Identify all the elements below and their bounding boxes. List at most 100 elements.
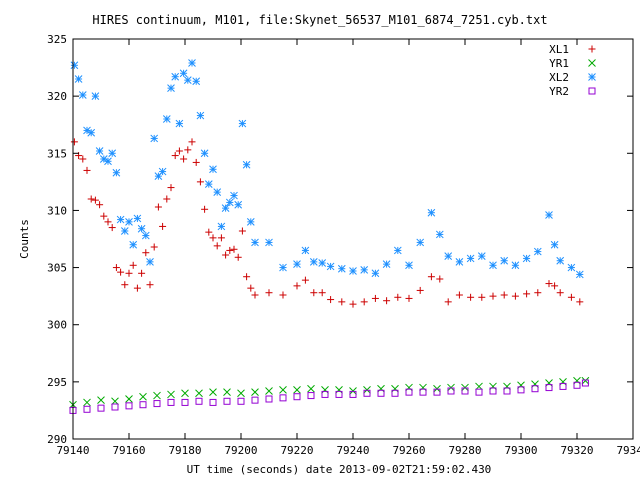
data-point-xl1 xyxy=(455,291,463,299)
data-point-xl2 xyxy=(575,270,584,279)
data-point-xl2 xyxy=(545,211,553,219)
data-point-xl2 xyxy=(455,258,464,266)
data-point-yr2 xyxy=(475,388,483,396)
data-point-xl2 xyxy=(221,204,230,212)
data-point-yr1 xyxy=(405,383,413,392)
data-point-yr1 xyxy=(97,396,105,404)
data-point-xl2 xyxy=(550,240,559,249)
data-point-xl1 xyxy=(91,196,99,204)
data-point-xl2 xyxy=(360,266,369,274)
legend-label-yr1: YR1 xyxy=(549,57,569,70)
y-tick-label: 325 xyxy=(47,33,67,46)
data-point-xl2 xyxy=(309,258,318,266)
data-point-xl1 xyxy=(478,293,486,301)
data-point-yr2 xyxy=(223,397,231,405)
data-point-yr1 xyxy=(209,388,217,396)
data-point-xl1 xyxy=(327,296,335,304)
data-point-xl1 xyxy=(293,282,301,290)
data-point-xl1 xyxy=(251,291,259,299)
data-point-xl1 xyxy=(371,294,379,302)
data-point-xl2 xyxy=(108,149,117,158)
y-axis-label: Counts xyxy=(18,219,31,259)
data-point-yr2 xyxy=(307,392,315,400)
data-point-xl1 xyxy=(338,298,346,306)
data-point-xl2 xyxy=(141,231,150,240)
data-point-xl1 xyxy=(138,269,146,277)
data-point-xl1 xyxy=(467,293,475,301)
data-point-xl1 xyxy=(154,203,162,211)
data-point-yr1 xyxy=(83,398,91,407)
data-point-xl2 xyxy=(533,247,542,256)
data-point-yr1 xyxy=(573,376,581,385)
data-point-xl1 xyxy=(125,269,133,277)
data-point-xl1 xyxy=(444,298,452,306)
data-point-xl1 xyxy=(265,289,273,297)
y-tick-label: 300 xyxy=(47,319,67,332)
data-point-xl1 xyxy=(87,195,95,203)
data-point-yr1 xyxy=(153,391,161,400)
data-point-xl1 xyxy=(349,300,357,308)
data-point-yr1 xyxy=(251,388,259,396)
series-yr2 xyxy=(69,379,589,414)
data-point-xl1 xyxy=(205,228,213,236)
data-point-xl1 xyxy=(545,280,553,288)
y-tick-label: 315 xyxy=(47,147,67,160)
data-point-xl2 xyxy=(78,91,87,99)
data-point-xl2 xyxy=(556,256,565,265)
data-point-xl2 xyxy=(326,262,335,271)
data-point-xl1 xyxy=(551,282,559,290)
data-point-yr2 xyxy=(251,396,259,404)
data-point-xl1 xyxy=(83,166,91,174)
data-point-xl1 xyxy=(70,138,78,146)
data-point-xl2 xyxy=(477,252,486,260)
data-point-xl1 xyxy=(209,234,217,242)
data-point-yr2 xyxy=(545,384,553,392)
y-tick-label: 290 xyxy=(47,433,67,446)
x-tick-label: 79140 xyxy=(56,444,89,457)
legend-marker-xl2 xyxy=(588,73,596,81)
data-point-yr1 xyxy=(181,389,189,398)
data-point-xl2 xyxy=(133,214,142,223)
data-point-xl2 xyxy=(120,227,129,235)
data-point-xl2 xyxy=(371,269,380,278)
data-point-xl1 xyxy=(104,218,112,226)
data-point-xl2 xyxy=(382,260,391,268)
data-point-xl1 xyxy=(117,268,125,276)
data-point-yr2 xyxy=(503,387,511,395)
data-point-xl1 xyxy=(112,264,120,272)
series-xl1 xyxy=(70,138,584,308)
x-tick-label: 79300 xyxy=(504,444,537,457)
data-point-xl2 xyxy=(217,222,226,231)
data-point-xl2 xyxy=(511,261,520,270)
data-point-xl2 xyxy=(162,115,171,123)
data-point-xl1 xyxy=(567,293,575,301)
data-point-xl2 xyxy=(74,75,83,83)
data-point-yr2 xyxy=(139,401,147,409)
data-point-xl2 xyxy=(242,160,251,169)
data-point-yr1 xyxy=(293,386,301,394)
data-point-yr1 xyxy=(307,384,315,393)
data-point-xl2 xyxy=(70,61,79,70)
data-point-xl2 xyxy=(129,240,138,249)
data-point-yr1 xyxy=(321,386,329,394)
data-point-yr2 xyxy=(419,388,427,396)
data-point-yr2 xyxy=(461,387,469,395)
data-point-xl2 xyxy=(87,128,96,137)
data-point-xl2 xyxy=(183,76,192,84)
x-axis: 79140 79160 79180 79200 79220 79240 79260 79280… xyxy=(56,39,640,457)
data-point-yr2 xyxy=(405,388,413,396)
legend-marker-yr1 xyxy=(588,59,596,67)
data-point-xl1 xyxy=(201,205,209,213)
plot-area xyxy=(69,59,590,414)
data-point-xl2 xyxy=(500,256,509,265)
data-point-xl2 xyxy=(234,200,243,209)
data-point-xl2 xyxy=(104,157,112,166)
data-point-xl2 xyxy=(225,198,234,207)
data-point-xl1 xyxy=(534,289,542,297)
data-point-xl1 xyxy=(405,294,413,302)
data-point-xl2 xyxy=(393,246,402,255)
data-point-xl2 xyxy=(251,238,259,247)
x-tick-label: 79240 xyxy=(336,444,369,457)
data-point-xl2 xyxy=(318,259,327,267)
